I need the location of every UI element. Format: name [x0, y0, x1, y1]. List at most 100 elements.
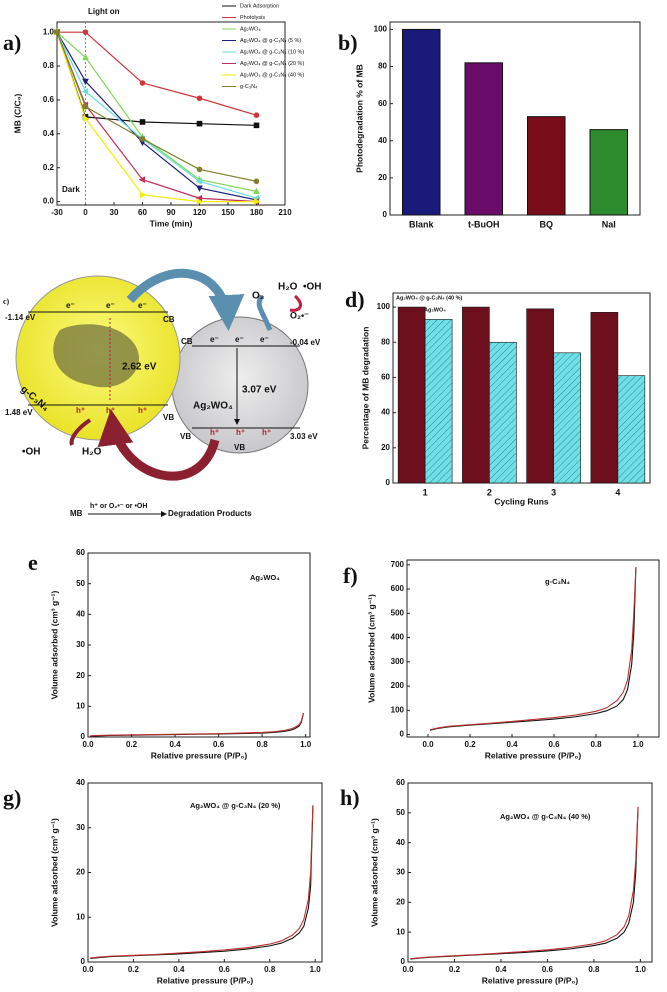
marker [139, 119, 146, 125]
marker [196, 120, 203, 127]
plot-frame [406, 559, 660, 738]
series-line [56, 31, 257, 193]
bar [397, 306, 426, 484]
x-tick-label: 0.4 [495, 965, 507, 974]
x-tick-label: 1 [423, 487, 428, 497]
y-axis-label: MB (C/C₀) [12, 93, 22, 133]
x-tick-label: 0.4 [173, 965, 185, 974]
ag-vb: VB [234, 443, 245, 452]
series-line [410, 806, 639, 960]
x-tick-label: 1.0 [300, 740, 312, 749]
marker [54, 29, 60, 35]
electron: e⁻ [210, 335, 219, 344]
annotation: Dark [62, 185, 80, 194]
x-tick-label: 60 [138, 208, 147, 217]
legend-label: Dark Adsorption [240, 3, 279, 9]
x-axis-label: Relative pressure (P/P₀) [482, 975, 579, 985]
hole: h⁺ [106, 406, 115, 415]
bar [617, 375, 646, 484]
y-axis-label: Photodegradation % of MB [354, 64, 364, 173]
hydroxyl-radical: •OH [22, 447, 41, 458]
y-tick-label: 0 [383, 210, 388, 219]
marker [82, 53, 89, 61]
x-tick-label: 0.8 [588, 965, 600, 974]
y-tick-label: 60 [396, 778, 405, 787]
x-tick-label: 1.0 [310, 965, 322, 974]
x-tick-label: 0.0 [422, 740, 434, 749]
y-tick-label: 1.0 [43, 27, 55, 36]
o2: O₂ [252, 291, 264, 302]
y-tick-label: 0 [386, 478, 391, 487]
marker [139, 80, 146, 86]
y-axis-label: Volume adsorbed (cm³ g⁻¹) [49, 818, 59, 927]
marker [138, 176, 146, 183]
marker [196, 185, 203, 192]
ag-gap: 3.07 eV [242, 385, 277, 396]
ag-vb-potential: 3.03 eV [290, 432, 318, 441]
x-tick-label: 0.6 [542, 965, 554, 974]
x-tick-label: 0.0 [402, 965, 414, 974]
y-tick-label: 100 [374, 25, 388, 34]
ag-cb-potential: -0.04 eV [290, 338, 321, 347]
y-tick-label: 20 [378, 173, 387, 182]
y-tick-label: 60 [381, 373, 390, 382]
electron: e⁻ [235, 335, 244, 344]
legend-label: Ag₂WO₄ [424, 307, 446, 313]
x-tick-label: 90 [167, 208, 176, 217]
h2o: H₂O [278, 282, 298, 293]
y-axis-label: Percentage of MB degradation [360, 327, 370, 450]
series-line [90, 712, 305, 737]
x-tick-label: Blank [409, 219, 435, 229]
bar [424, 319, 453, 484]
marker [82, 103, 89, 110]
superoxide: O₂•⁻ [290, 310, 309, 320]
hole: h⁺ [76, 406, 85, 415]
gcn-vb-potential: 1.48 eV [5, 408, 33, 417]
marker [139, 191, 147, 199]
gcn-vb: VB [163, 413, 174, 422]
marker [139, 136, 146, 142]
hole: h⁺ [262, 428, 271, 437]
x-tick-label: 30 [110, 208, 119, 217]
x-tick-label: 0.8 [257, 740, 269, 749]
electron: e⁻ [260, 335, 269, 344]
x-tick-label: NaI [602, 219, 616, 229]
electron-transfer-arrow [126, 268, 245, 331]
y-tick-label: 300 [391, 657, 405, 666]
y-tick-label: 60 [378, 99, 387, 108]
y-tick-label: 0 [81, 732, 86, 741]
series-line [429, 567, 637, 731]
panel-label: h) [340, 785, 360, 810]
x-tick-label: 1.0 [635, 965, 647, 974]
hole-transfer-arrow [97, 409, 220, 481]
annotation: Ag₂WO₄ @ g-C₃N₄ (40 %) [500, 812, 591, 821]
electron: e⁻ [66, 301, 75, 310]
x-tick-label: 1.0 [632, 740, 644, 749]
panel-label: g) [3, 785, 21, 810]
x-tick-label: 0 [83, 208, 88, 217]
panel-label: b) [338, 30, 358, 55]
series-line [429, 567, 637, 731]
x-tick-label: 0.6 [213, 740, 225, 749]
hole: h⁺ [138, 406, 147, 415]
y-tick-label: 0.4 [43, 129, 55, 138]
y-axis-label: Volume adsorbed (cm³ g⁻¹) [369, 818, 379, 927]
legend-label: Ag₂WO₄ @ g-C₃N₄ (20 %) [240, 61, 304, 67]
x-tick-label: 180 [250, 208, 264, 217]
bar [402, 28, 441, 216]
x-tick-label: 120 [193, 208, 207, 217]
marker [196, 95, 203, 102]
annotation: g-C₃N₄ [545, 577, 570, 586]
x-tick-label: 0.6 [219, 965, 231, 974]
marker [253, 122, 260, 129]
bar [590, 312, 619, 484]
y-tick-label: 0.6 [43, 95, 55, 104]
series-line [90, 805, 314, 959]
plot-frame [392, 292, 651, 484]
x-tick-label: 0.8 [264, 965, 276, 974]
y-tick-label: 0.0 [43, 197, 55, 206]
bar [553, 352, 581, 484]
marker [82, 78, 89, 86]
x-tick-label: 0.0 [82, 965, 94, 974]
